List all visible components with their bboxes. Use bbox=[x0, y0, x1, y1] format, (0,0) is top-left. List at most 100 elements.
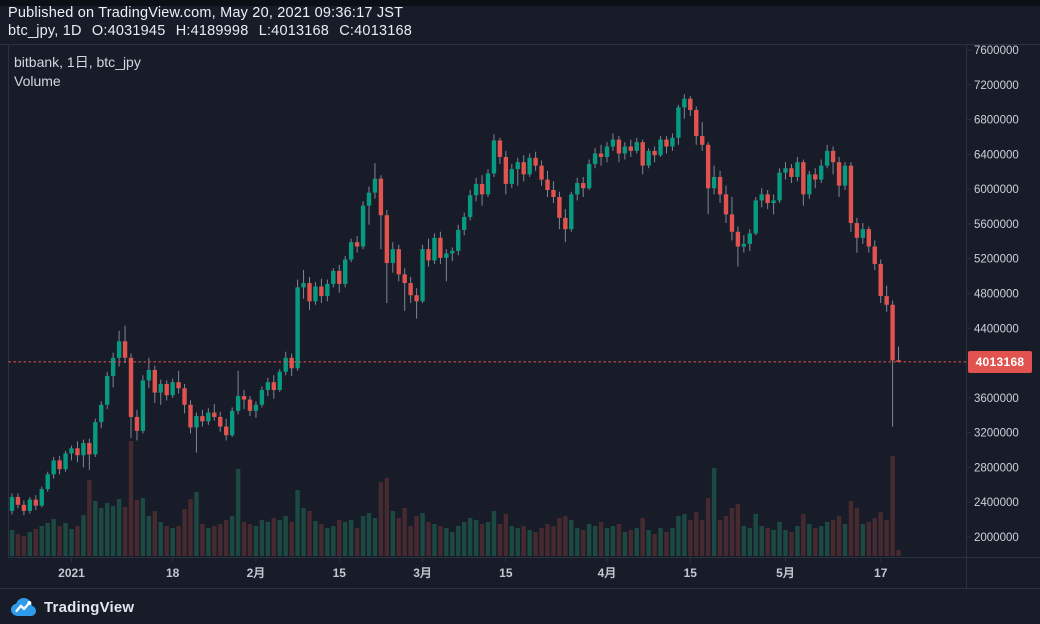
candle-body bbox=[878, 263, 883, 297]
candle-body bbox=[432, 237, 437, 261]
candle-body bbox=[485, 173, 491, 195]
volume-bar bbox=[259, 520, 265, 556]
volume-bar bbox=[360, 516, 366, 556]
candle-body bbox=[307, 283, 312, 302]
candle-body bbox=[717, 176, 723, 195]
candle-body bbox=[212, 412, 217, 417]
volume-bar bbox=[521, 526, 526, 556]
volume-bar bbox=[848, 501, 854, 556]
candle-body bbox=[378, 178, 384, 216]
candle-body bbox=[854, 223, 860, 238]
candle-body bbox=[735, 231, 741, 247]
candle-body bbox=[372, 178, 378, 193]
volume-bar bbox=[319, 524, 324, 556]
volume-bar bbox=[218, 524, 223, 556]
time-tick-label: 4月 bbox=[598, 566, 617, 580]
volume-bar bbox=[325, 528, 330, 556]
candle-body bbox=[99, 404, 104, 423]
published-text: Published on TradingView.com, May 20, 20… bbox=[8, 5, 404, 21]
volume-bar bbox=[807, 524, 812, 556]
volume-bar bbox=[622, 532, 628, 556]
candle-body bbox=[789, 168, 794, 177]
volume-bar bbox=[551, 526, 556, 556]
volume-bar bbox=[396, 518, 401, 556]
volume-bar bbox=[438, 526, 443, 556]
price-tick-label: 3600000 bbox=[974, 393, 1019, 405]
volume-bar bbox=[771, 530, 776, 556]
volume-bar bbox=[610, 526, 616, 556]
volume-bar bbox=[765, 528, 770, 556]
candle-body bbox=[247, 399, 253, 411]
candle-body bbox=[801, 162, 806, 195]
candle-body bbox=[319, 286, 324, 297]
volume-bar bbox=[420, 513, 425, 556]
candle-body bbox=[271, 382, 276, 390]
price-tick-label: 2400000 bbox=[974, 497, 1019, 509]
volume-bar bbox=[69, 529, 74, 556]
candle-body bbox=[509, 169, 514, 184]
series-title[interactable]: bitbank, 1日, btc_jpy bbox=[14, 54, 141, 70]
volume-bar bbox=[188, 499, 193, 556]
candle-body bbox=[69, 448, 74, 454]
volume-bar bbox=[158, 522, 163, 556]
candle-body bbox=[753, 200, 758, 234]
price-tick-label: 6800000 bbox=[974, 115, 1019, 127]
volume-bar bbox=[842, 524, 848, 556]
last-price-badge: 4013168 bbox=[968, 351, 1032, 373]
candle-body bbox=[694, 109, 699, 137]
volume-bar bbox=[497, 524, 503, 556]
candle-body bbox=[229, 410, 235, 436]
volume-bar bbox=[705, 498, 711, 556]
volume-bar bbox=[253, 526, 259, 556]
volume-layer bbox=[9, 441, 901, 556]
candle-body bbox=[33, 499, 38, 506]
candle-body bbox=[658, 139, 663, 156]
candle-body bbox=[206, 412, 211, 422]
candle-body bbox=[813, 174, 818, 180]
volume-bar bbox=[134, 500, 140, 556]
candle-body bbox=[9, 496, 15, 511]
candle-body bbox=[700, 136, 705, 145]
volume-bar bbox=[271, 518, 276, 556]
tradingview-logo-icon[interactable] bbox=[10, 597, 37, 617]
candle-body bbox=[557, 196, 562, 218]
volume-bar bbox=[426, 522, 431, 556]
candle-body bbox=[491, 140, 497, 174]
volume-bar bbox=[414, 516, 419, 556]
candle-body bbox=[116, 341, 122, 358]
volume-bar bbox=[337, 520, 342, 556]
time-tick-label: 2021 bbox=[58, 566, 85, 580]
candle-body bbox=[616, 139, 622, 154]
volume-bar bbox=[63, 523, 68, 556]
time-axis[interactable]: 2021 18 2月 15 3月 15 4月 15 5月 17 bbox=[58, 557, 888, 581]
volume-bar bbox=[747, 528, 752, 556]
candle-body bbox=[235, 396, 241, 411]
volume-bar bbox=[652, 534, 657, 556]
candle-body bbox=[467, 195, 473, 217]
volume-bar bbox=[569, 520, 574, 556]
candle-body bbox=[277, 371, 282, 390]
candle-body bbox=[545, 179, 550, 190]
volume-bar bbox=[122, 507, 128, 556]
price-tick-label: 3200000 bbox=[974, 428, 1019, 440]
candle-body bbox=[87, 443, 92, 455]
ohlc-close: C:4013168 bbox=[339, 23, 413, 39]
tradingview-brand-text[interactable]: TradingView bbox=[44, 598, 135, 616]
volume-bar bbox=[45, 523, 50, 556]
volume-bar bbox=[384, 478, 390, 556]
candle-body bbox=[581, 183, 586, 189]
volume-bar bbox=[224, 520, 229, 556]
price-axis[interactable]: 7600000 7200000 6800000 6400000 6000000 56000… bbox=[966, 45, 1019, 544]
price-tick-label: 5600000 bbox=[974, 219, 1019, 231]
candle-body bbox=[836, 162, 842, 186]
candle-body bbox=[688, 98, 693, 110]
candle-body bbox=[420, 249, 425, 302]
volume-bar bbox=[783, 530, 788, 556]
candle-body bbox=[331, 270, 336, 284]
candle-body bbox=[444, 253, 449, 258]
candle-body bbox=[575, 183, 580, 195]
volume-indicator-label[interactable]: Volume bbox=[14, 73, 61, 89]
price-tick-label: 6400000 bbox=[974, 149, 1019, 161]
volume-bar bbox=[212, 526, 217, 556]
